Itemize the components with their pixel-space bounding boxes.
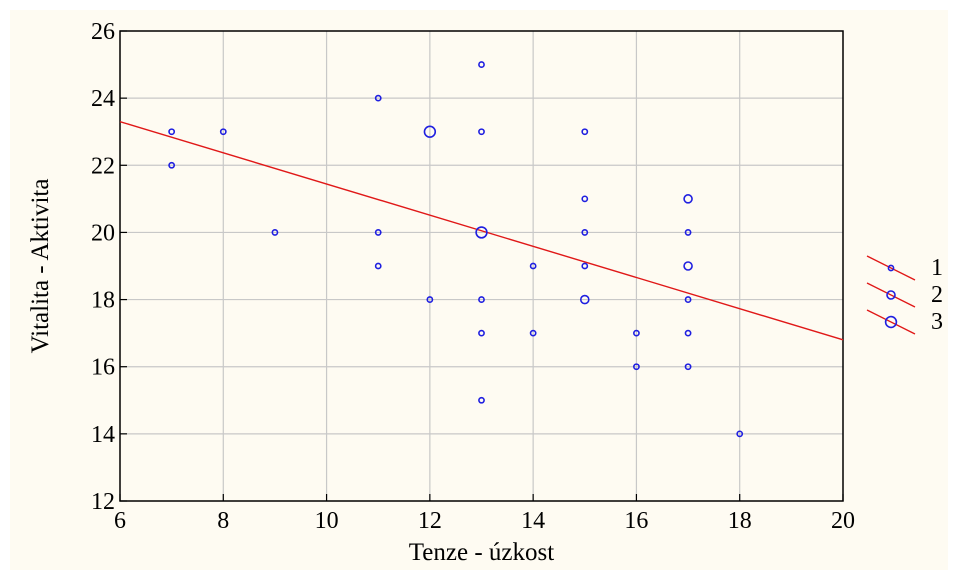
y-tick-label: 18 — [91, 288, 115, 314]
legend-item: 3 — [866, 309, 943, 335]
y-tick-label: 16 — [91, 355, 115, 381]
data-point — [581, 262, 589, 270]
grid-lines — [120, 31, 843, 501]
legend-label: 2 — [931, 282, 943, 308]
data-point — [683, 261, 693, 271]
data-point — [581, 195, 589, 203]
y-tick-label: 22 — [91, 153, 115, 179]
data-point — [579, 294, 590, 305]
data-point — [168, 128, 176, 136]
data-point — [426, 296, 434, 303]
data-point — [684, 329, 692, 337]
x-tick-label: 14 — [521, 508, 545, 534]
scatter-chart: 6 8 10 12 14 16 18 20 12 14 16 18 20 22 24 26 Tenze - ú… — [27, 19, 943, 566]
data-point — [374, 262, 382, 270]
y-tick-label: 14 — [91, 422, 115, 448]
legend-item: 2 — [866, 282, 943, 308]
regression-line — [119, 120, 844, 341]
data-point — [581, 229, 589, 236]
x-tick-label: 18 — [728, 508, 752, 534]
y-tick-label: 26 — [91, 19, 115, 45]
x-tick-label: 12 — [418, 508, 442, 534]
legend-item: 1 — [866, 255, 943, 281]
data-points — [168, 61, 744, 438]
data-point — [633, 363, 640, 371]
data-point — [478, 128, 485, 136]
data-point — [478, 396, 485, 404]
data-point — [478, 61, 485, 68]
data-point — [683, 194, 693, 204]
plot-area — [119, 30, 844, 502]
x-tick-label: 6 — [114, 508, 126, 534]
data-point — [529, 262, 537, 270]
y-axis-label: Vitalita - Aktivita — [27, 179, 54, 354]
legend-line-swatch — [866, 282, 916, 308]
x-axis-label: Tenze - úzkost — [409, 539, 554, 566]
y-tick-label: 24 — [91, 86, 115, 112]
legend: 123 — [866, 255, 943, 335]
data-point — [684, 363, 692, 371]
data-point — [374, 94, 382, 102]
y-tick-label: 12 — [91, 489, 115, 515]
data-point — [478, 296, 485, 303]
data-point — [736, 430, 744, 438]
x-tick-label: 8 — [217, 508, 229, 534]
axis-ticks: 6 8 10 12 14 16 18 20 12 14 16 18 20 22 24 26 — [91, 19, 855, 534]
data-point — [475, 226, 488, 239]
x-tick-label: 16 — [624, 508, 648, 534]
data-point — [374, 229, 382, 236]
data-point — [478, 329, 485, 337]
data-point — [684, 229, 692, 236]
legend-line-swatch — [866, 255, 916, 281]
y-tick-label: 20 — [91, 220, 115, 246]
regression-line-layer — [119, 120, 844, 341]
data-point — [529, 329, 537, 337]
legend-label: 3 — [931, 309, 943, 335]
chart-frame: 6 8 10 12 14 16 18 20 12 14 16 18 20 22 24 26 Tenze - ú… — [10, 10, 948, 570]
data-point — [271, 229, 279, 236]
legend-label: 1 — [931, 255, 943, 281]
data-point — [219, 128, 227, 136]
data-point — [684, 296, 692, 303]
data-point — [168, 161, 176, 169]
x-tick-label: 20 — [831, 508, 855, 534]
data-point — [423, 125, 437, 138]
legend-line-swatch — [866, 309, 916, 335]
legend-marker — [884, 315, 898, 329]
data-point — [581, 128, 589, 136]
legend-marker — [886, 290, 896, 300]
data-point — [633, 329, 640, 337]
x-tick-label: 10 — [315, 508, 339, 534]
legend-marker — [887, 264, 895, 272]
